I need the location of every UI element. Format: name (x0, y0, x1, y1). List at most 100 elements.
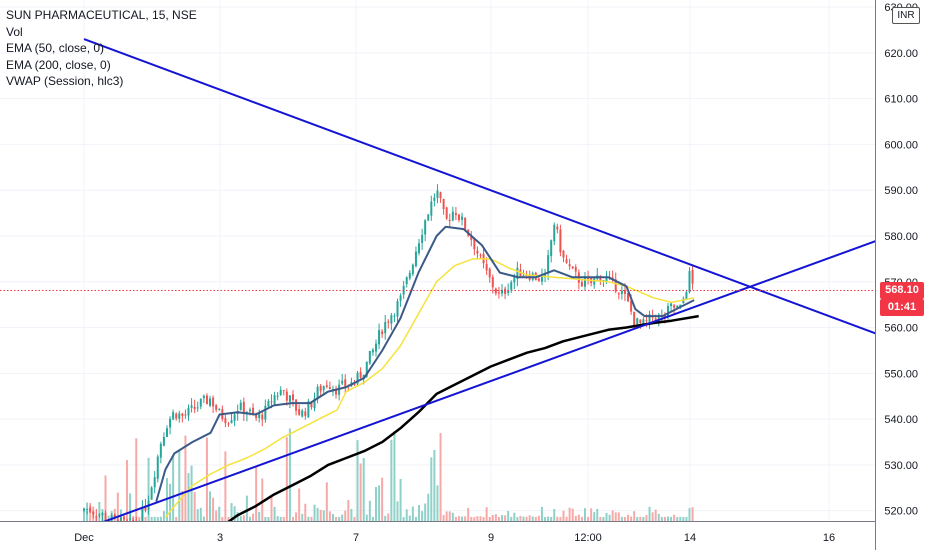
volume-bar (479, 516, 482, 521)
volume-bar (630, 516, 633, 521)
candle-body (679, 304, 682, 307)
candle-body (310, 401, 313, 408)
volume-bar (156, 516, 159, 521)
volume-bar (688, 508, 691, 521)
candle-body (150, 487, 153, 500)
volume-bar (516, 516, 519, 521)
volume-bar (159, 516, 162, 521)
volume-bar (368, 500, 371, 521)
volume-bar (571, 508, 574, 521)
volume-bar (248, 516, 251, 521)
volume-bar (660, 516, 663, 521)
volume-bar (418, 505, 421, 521)
candle-body (627, 293, 630, 302)
volume-bar (663, 516, 666, 521)
volume-bar (384, 515, 387, 521)
candle-body (205, 395, 208, 405)
candle-body (362, 374, 365, 379)
candle-body (553, 224, 556, 242)
volume-bar (411, 506, 414, 521)
candle-body (507, 290, 510, 293)
volume-bar (639, 516, 642, 521)
volume-bar (221, 516, 224, 521)
volume-bar (298, 488, 301, 521)
candle-body (248, 409, 251, 412)
candle-body (501, 289, 504, 294)
candle-body (328, 387, 331, 389)
y-tick-label: 610.00 (884, 94, 918, 106)
x-tick-label: 3 (217, 532, 223, 544)
candle-body (374, 343, 377, 352)
volume-bar (408, 515, 411, 521)
volume-bar (553, 508, 556, 521)
candle-body (322, 386, 325, 390)
volume-bar (457, 516, 460, 521)
volume-bar (212, 497, 215, 521)
y-tick-label: 620.00 (884, 48, 918, 60)
volume-bar (507, 510, 510, 521)
candle-body (273, 395, 276, 404)
legend-volume[interactable]: Vol (6, 24, 23, 39)
candle-body (473, 238, 476, 250)
chart-legend: SUN PHARMACEUTICAL, 15, NSE Vol EMA (50,… (6, 7, 197, 90)
legend-vwap[interactable]: VWAP (Session, hlc3) (6, 74, 124, 88)
candle-body (605, 278, 608, 282)
candle-body (491, 277, 494, 288)
volume-bar (147, 457, 150, 521)
volume-bar (399, 479, 402, 521)
volume-bar (590, 508, 593, 521)
volume-bar (276, 516, 279, 521)
candle-body (688, 271, 691, 293)
candle-body (215, 405, 218, 410)
candle-body (230, 420, 233, 424)
volume-bar (387, 513, 390, 521)
volume-bar (319, 509, 322, 521)
candle-body (599, 276, 602, 282)
candle-body (451, 211, 454, 221)
legend-ema50[interactable]: EMA (50, close, 0) (6, 41, 105, 55)
volume-bar (544, 516, 547, 521)
candle-body (430, 201, 433, 216)
legend-ema200[interactable]: EMA (200, close, 0) (6, 57, 111, 72)
candle-body (116, 519, 119, 521)
ema200-line (227, 314, 699, 521)
candle-body (614, 279, 617, 292)
volume-bar (679, 516, 682, 521)
candle-body (335, 388, 338, 395)
candle-body (181, 413, 184, 416)
candle-body (292, 394, 295, 400)
candle-body (611, 277, 614, 279)
candle-body (540, 275, 543, 282)
candle-body (620, 290, 623, 295)
candle-body (685, 292, 688, 300)
volume-bar (540, 506, 543, 521)
candle-body (270, 401, 273, 403)
volume-bar (347, 500, 350, 521)
candle-body (178, 413, 181, 419)
volume-bar (430, 457, 433, 521)
currency-badge[interactable]: INR (892, 7, 920, 24)
candle-body (98, 514, 101, 516)
candle-body (666, 305, 669, 316)
candle-body (485, 264, 488, 271)
volume-bar (359, 463, 362, 521)
candle-body (129, 518, 132, 520)
candle-body (442, 199, 445, 209)
volume-bar (150, 516, 153, 521)
volume-bar (239, 516, 242, 521)
candle-body (522, 275, 525, 277)
candle-body (464, 217, 467, 230)
candle-body (165, 428, 168, 438)
candle-body (282, 390, 285, 392)
candle-body (218, 408, 221, 410)
trendline-1 (83, 38, 875, 335)
candle-body (156, 456, 159, 479)
candle-body (636, 318, 639, 324)
candle-body (341, 380, 344, 384)
volume-bar (344, 510, 347, 521)
candle-body (645, 320, 648, 322)
legend-symbol[interactable]: SUN PHARMACEUTICAL, 15, NSE (6, 8, 197, 22)
volume-bar (476, 516, 479, 521)
candle-body (630, 300, 633, 312)
